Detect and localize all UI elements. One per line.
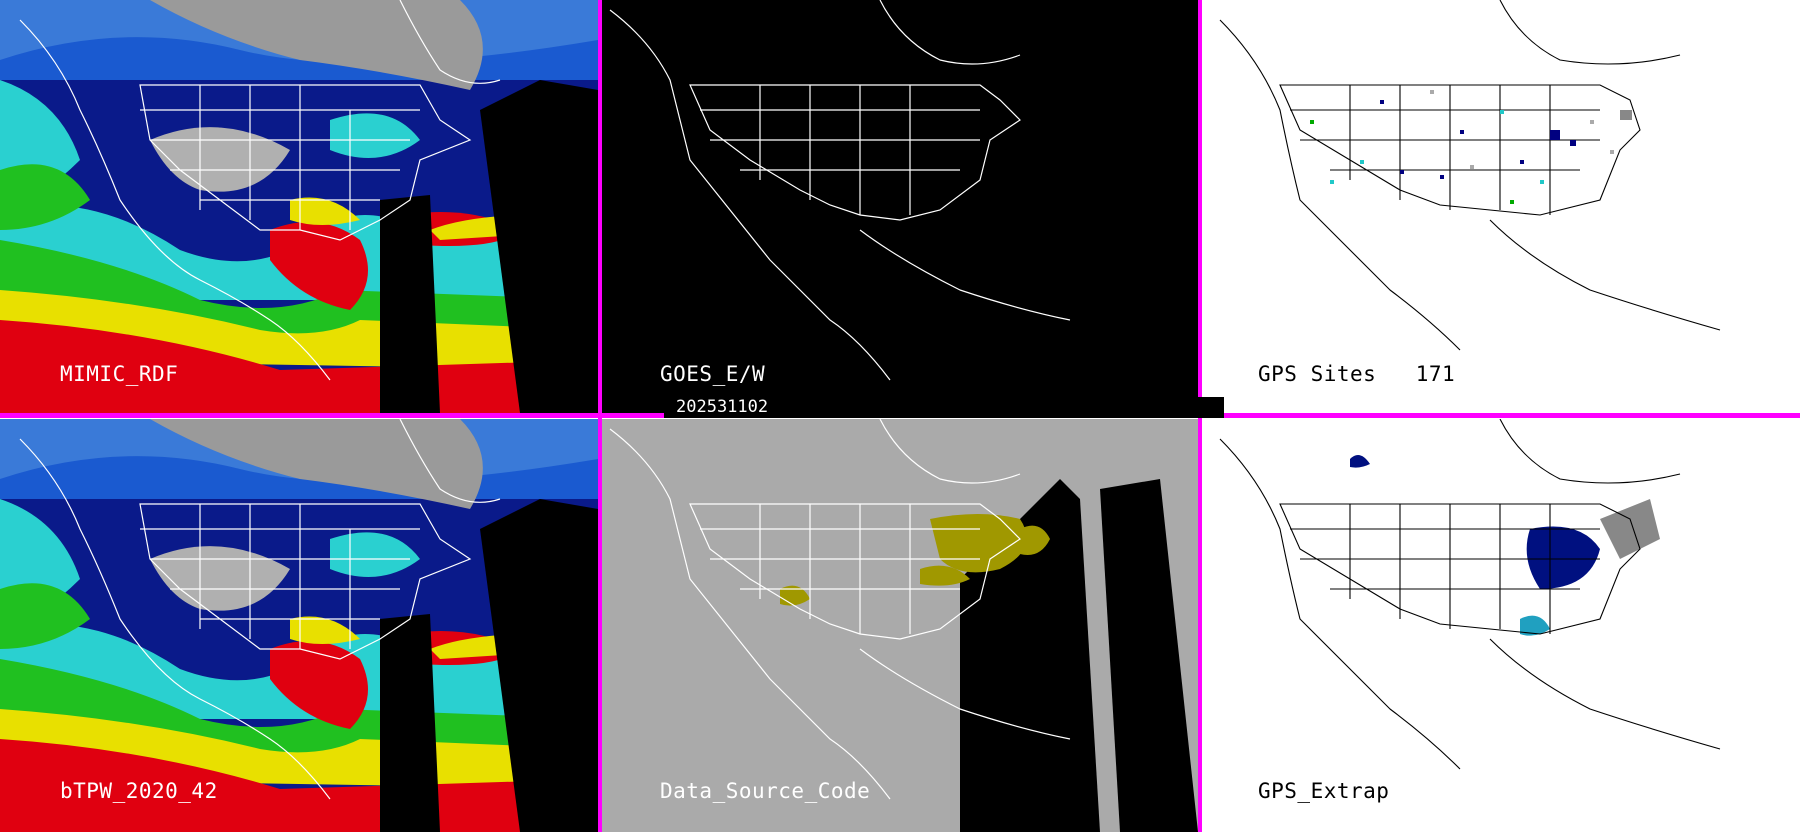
- panel-data-source-code: Data_Source_Code: [600, 419, 1198, 832]
- panel-gps-sites: GPS Sites 171: [1200, 0, 1800, 413]
- panel-label: Data_Source_Code: [660, 779, 871, 803]
- panel-label: GPS_Extrap: [1258, 779, 1390, 803]
- date-text: 202531102: [676, 397, 769, 417]
- panel-btpw: bTPW_2020_42: [0, 419, 598, 832]
- gps-extrap-map-image: [1219, 419, 1721, 770]
- dsc-map-image: [609, 419, 1198, 832]
- date-bar: 202531102: [664, 397, 1224, 418]
- panel-label: bTPW_2020_42: [60, 779, 218, 803]
- gps-sites-count: 171: [1415, 362, 1456, 386]
- gps-sites-map-image: [1219, 0, 1721, 351]
- panel-goes: GOES_E/W: [600, 0, 1198, 413]
- panel-label: MIMIC_RDF: [60, 362, 179, 386]
- panel-label: GPS Sites 171: [1258, 362, 1455, 386]
- mimic-map-image: [0, 0, 598, 413]
- goes-map-image: [609, 0, 1071, 381]
- gps-sites-label: GPS Sites: [1258, 362, 1377, 386]
- panel-gps-extrap: GPS_Extrap: [1200, 419, 1800, 832]
- panel-mimic-rdf: MIMIC_RDF: [0, 0, 598, 413]
- panel-label: GOES_E/W: [660, 362, 766, 386]
- btpw-map-image: [0, 419, 598, 832]
